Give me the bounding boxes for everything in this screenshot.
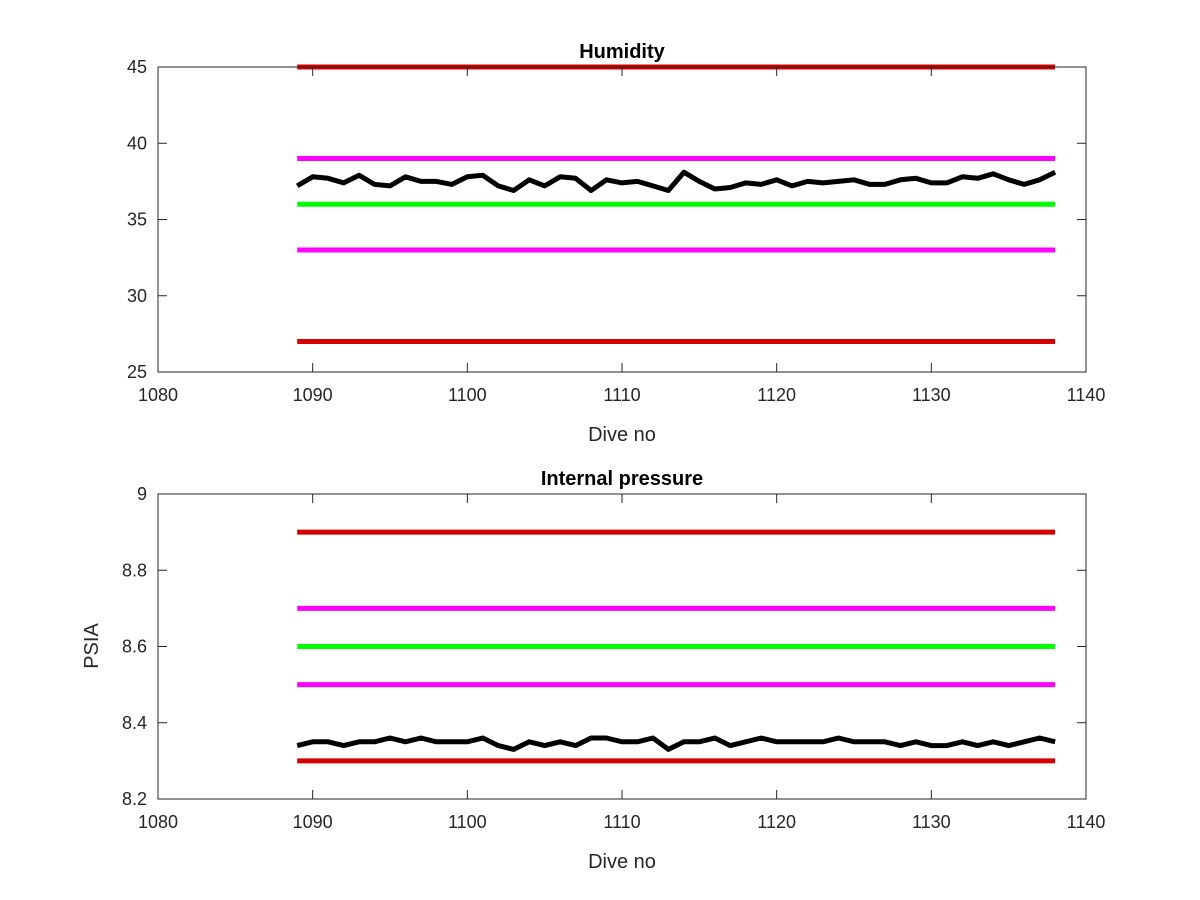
pressure-x-axis-label: Dive no bbox=[588, 851, 656, 873]
humidity-x-tick-label: 1130 bbox=[912, 385, 951, 405]
humidity-y-tick-label: 45 bbox=[127, 57, 147, 77]
pressure-y-tick-label: 9 bbox=[137, 484, 147, 504]
pressure-ticks: 1080 1090 1100 1110 1120 1130 1140 8.2 8.4 8.6 8.8… bbox=[122, 484, 1105, 832]
pressure-title: Internal pressure bbox=[541, 468, 703, 490]
pressure-x-tick-label: 1140 bbox=[1067, 812, 1106, 832]
pressure-series-line-5 bbox=[296, 735, 1056, 752]
humidity-y-tick-label: 40 bbox=[127, 133, 147, 153]
humidity-title: Humidity bbox=[579, 41, 665, 63]
humidity-x-axis-label: Dive no bbox=[588, 424, 656, 446]
humidity-x-tick-label: 1140 bbox=[1067, 385, 1106, 405]
humidity-subplot: 1080 1090 1100 1110 1120 1130 1140 25 30 35 40 45 H… bbox=[127, 41, 1105, 446]
humidity-x-tick-label: 1090 bbox=[293, 385, 333, 405]
humidity-x-tick-label: 1100 bbox=[448, 385, 487, 405]
humidity-y-tick-label: 35 bbox=[127, 210, 147, 230]
pressure-x-tick-label: 1110 bbox=[603, 812, 640, 832]
pressure-x-tick-label: 1090 bbox=[293, 812, 333, 832]
humidity-series-line-5 bbox=[295, 169, 1057, 193]
pressure-x-tick-label: 1080 bbox=[138, 812, 178, 832]
pressure-series-group bbox=[296, 529, 1056, 764]
humidity-y-tick-label: 25 bbox=[127, 362, 147, 382]
pressure-y-tick-label: 8.6 bbox=[122, 637, 147, 657]
pressure-y-axis-label: PSIA bbox=[81, 623, 103, 669]
pressure-x-tick-label: 1130 bbox=[912, 812, 951, 832]
pressure-y-tick-label: 8.4 bbox=[122, 713, 147, 733]
pressure-x-tick-label: 1100 bbox=[448, 812, 487, 832]
humidity-x-tick-label: 1120 bbox=[757, 385, 796, 405]
pressure-x-tick-label: 1120 bbox=[757, 812, 796, 832]
humidity-x-tick-label: 1080 bbox=[138, 385, 178, 405]
humidity-plot-area bbox=[158, 67, 1086, 372]
pressure-subplot: 1080 1090 1100 1110 1120 1130 1140 8.2 8.4 8.6 8.8… bbox=[81, 468, 1105, 873]
pressure-y-tick-label: 8.8 bbox=[122, 560, 147, 580]
pressure-y-tick-label: 8.2 bbox=[122, 789, 147, 809]
humidity-y-tick-label: 30 bbox=[127, 286, 147, 306]
humidity-x-tick-label: 1110 bbox=[603, 385, 640, 405]
humidity-ticks: 1080 1090 1100 1110 1120 1130 1140 25 30 35 40 45 bbox=[127, 57, 1105, 405]
